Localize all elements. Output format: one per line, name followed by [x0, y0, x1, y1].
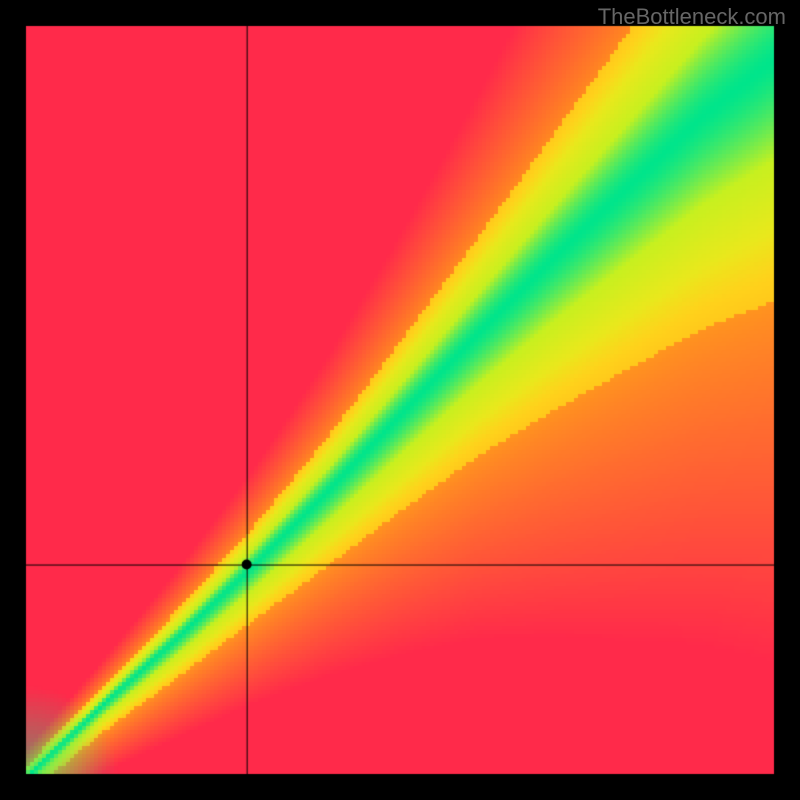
chart-container: TheBottleneck.com — [0, 0, 800, 800]
heatmap-canvas — [0, 0, 800, 800]
watermark-text: TheBottleneck.com — [598, 4, 786, 30]
